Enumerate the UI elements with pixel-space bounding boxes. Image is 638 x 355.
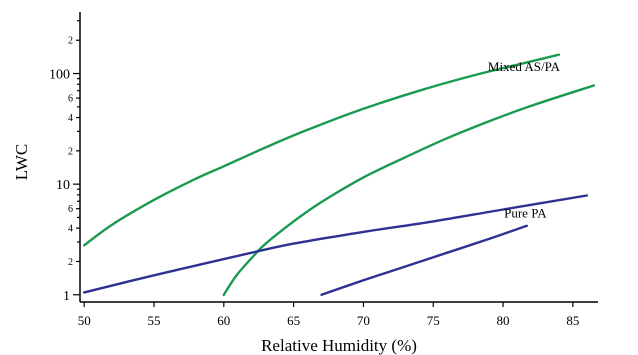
x-tick-label: 50: [78, 313, 91, 328]
x-tick-label: 85: [566, 313, 579, 328]
y-minor-tick-label: 2: [68, 146, 73, 157]
y-major-tick-label: 10: [56, 178, 70, 193]
annotation-label-1: Mixed AS/PA: [488, 59, 561, 74]
y-major-tick-label: 100: [49, 68, 70, 83]
annotations: Mixed AS/PA Pure PA: [488, 59, 561, 220]
x-tick-label: 75: [427, 313, 440, 328]
series-line-1: [83, 53, 561, 247]
series-line-2: [222, 84, 595, 296]
y-minor-tick-label: 2: [68, 36, 73, 47]
x-tick-label: 65: [287, 313, 300, 328]
x-tick-label: 70: [357, 313, 370, 328]
axes: [79, 12, 598, 303]
series-layer: [83, 53, 595, 296]
annotation-label-2: Pure PA: [504, 205, 547, 220]
x-tick-label: 55: [148, 313, 161, 328]
ticks: 50 55 60 65 70 75 80 85 1 10 100 2 4 6 2 4 6 2: [49, 20, 579, 328]
y-minor-tick-label: 6: [68, 94, 73, 105]
y-minor-tick-label: 6: [68, 204, 73, 215]
x-tick-label: 60: [217, 313, 230, 328]
y-minor-tick-label: 4: [68, 224, 73, 235]
series-line-4: [320, 224, 528, 296]
x-axis-title: Relative Humidity (%): [261, 336, 417, 355]
y-axis-title: LWC: [12, 144, 31, 181]
y-major-tick-label: 1: [63, 289, 70, 304]
series-line-3: [83, 194, 588, 294]
y-minor-tick-label: 2: [68, 257, 73, 268]
x-tick-label: 80: [497, 313, 510, 328]
y-minor-tick-label: 4: [68, 113, 73, 124]
